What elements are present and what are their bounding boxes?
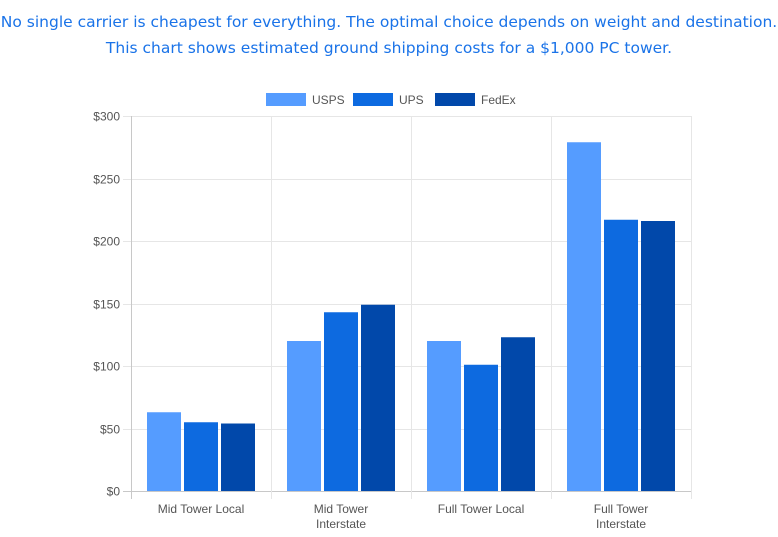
bar-ups — [604, 219, 638, 491]
description-line-2: This chart shows estimated ground shippi… — [105, 39, 673, 57]
y-tick-label: $0 — [107, 485, 121, 499]
description-line-1: No single carrier is cheapest for everyt… — [0, 13, 778, 31]
bar-ups — [464, 364, 498, 491]
x-tick-label: Full Tower Local — [438, 502, 524, 516]
bar-ups — [324, 312, 358, 491]
chart-axes: $0 $50 $100 $150 $200 $250 $300 Mid Tower Local… — [93, 110, 648, 532]
y-tick-label: $50 — [100, 423, 120, 437]
x-tick-label: Full Tower — [594, 502, 648, 516]
x-tick-label: Mid Tower — [314, 502, 368, 516]
bar-usps — [287, 341, 321, 491]
legend-swatch-fedex — [435, 93, 475, 106]
chart-bars — [147, 142, 675, 491]
legend-label-ups: UPS — [399, 93, 424, 107]
legend-swatch-ups — [353, 93, 393, 106]
bar-fedex — [361, 304, 395, 491]
legend-label-usps: USPS — [312, 93, 345, 107]
x-tick-label: Interstate — [316, 517, 366, 531]
x-tick-label: Mid Tower Local — [158, 502, 244, 516]
bar-fedex — [641, 221, 675, 491]
y-tick-label: $200 — [93, 235, 120, 249]
y-tick-label: $250 — [93, 173, 120, 187]
bar-fedex — [501, 337, 535, 491]
bar-usps — [147, 412, 181, 491]
bar-ups — [184, 422, 218, 491]
chart-description: No single carrier is cheapest for everyt… — [0, 9, 778, 61]
legend-swatch-usps — [266, 93, 306, 106]
bar-fedex — [221, 423, 255, 491]
chart-legend: USPS UPS FedEx — [266, 93, 516, 107]
y-tick-label: $300 — [93, 110, 120, 124]
bar-usps — [567, 142, 601, 491]
legend-label-fedex: FedEx — [481, 93, 516, 107]
x-tick-label: Interstate — [596, 517, 646, 531]
bar-usps — [427, 341, 461, 491]
y-tick-label: $150 — [93, 298, 120, 312]
y-tick-label: $100 — [93, 360, 120, 374]
